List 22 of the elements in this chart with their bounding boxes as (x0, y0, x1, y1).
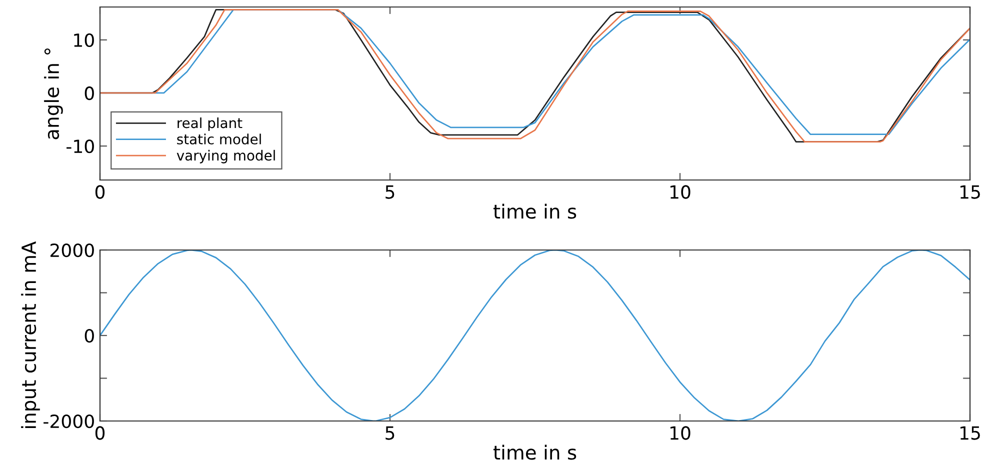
x-tick-label: 10 (670, 426, 690, 440)
legend-label: varying model (176, 150, 275, 164)
x-tick-label: 5 (386, 185, 394, 199)
y-tick-label: 2000 (50, 243, 94, 258)
y-axis-title: angle in ° (44, 48, 63, 140)
y-tick-label: 0 (84, 328, 94, 343)
x-axis-title: time in s (493, 204, 576, 219)
legend-label: static model (177, 134, 261, 144)
y-tick-label: 0 (84, 86, 94, 100)
x-axis-title: time in s (493, 444, 576, 460)
x-tick-label: 15 (960, 185, 980, 199)
x-tick-label: 10 (670, 185, 690, 199)
x-tick-label: 0 (95, 426, 105, 440)
y-tick-label: 10 (74, 33, 94, 48)
line-series (100, 250, 970, 421)
y-tick-label: -10 (66, 139, 94, 154)
x-tick-label: 0 (95, 185, 105, 199)
y-tick-label: -2000 (44, 414, 94, 428)
x-tick-label: 5 (386, 426, 394, 440)
y-axis-title: input current in mA (21, 241, 40, 428)
x-tick-label: 15 (960, 426, 980, 440)
legend-label: real plant (178, 117, 242, 131)
